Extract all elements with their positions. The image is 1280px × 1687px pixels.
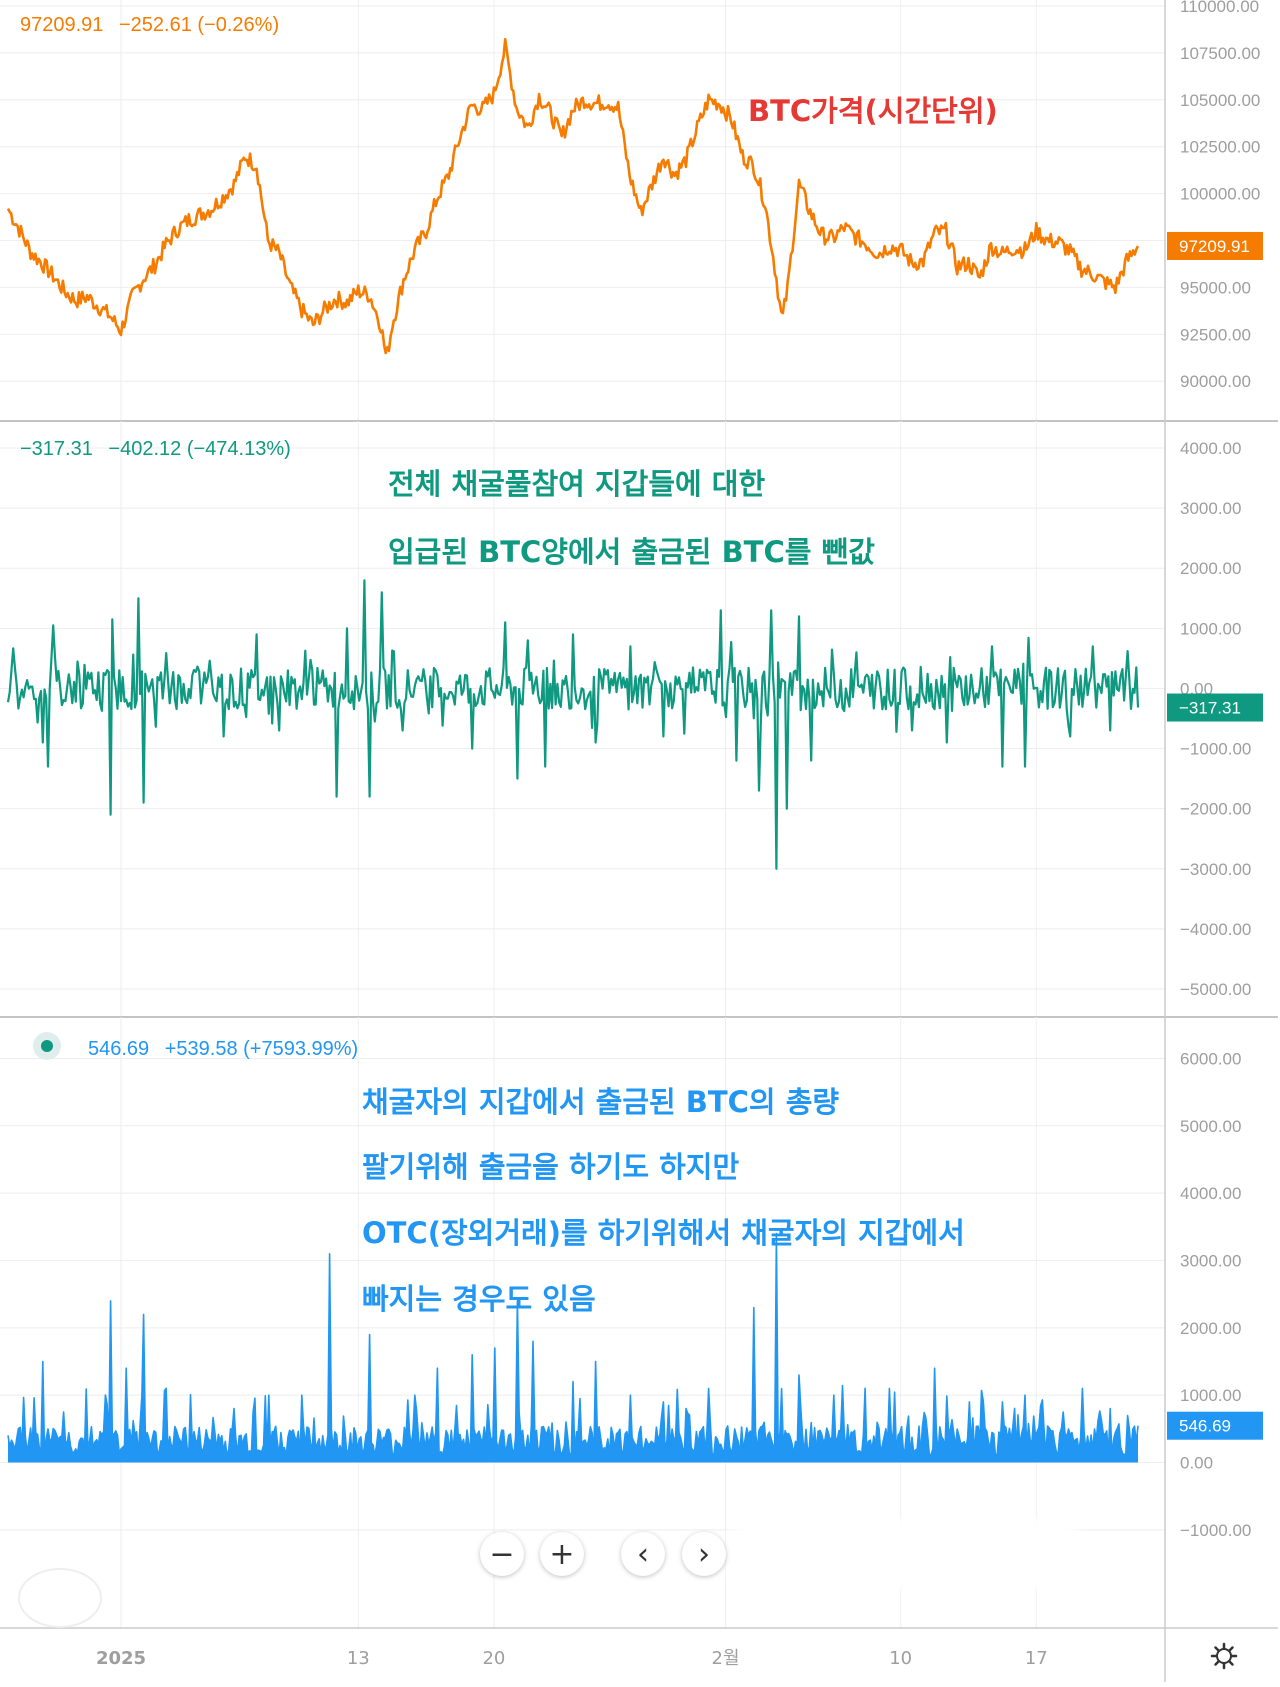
time-tick-1: 13	[347, 1648, 370, 1669]
price-y-tick-0: 110000.00	[1180, 0, 1259, 16]
zoom-out-button[interactable]: −	[480, 1532, 524, 1576]
outflow-series-area	[8, 1233, 1138, 1463]
price-y-tick-3: 102500.00	[1180, 138, 1260, 157]
settings-gear-icon[interactable]	[1210, 1642, 1238, 1670]
minus-icon: −	[489, 1536, 515, 1572]
price-panel: 110000.00 107500.00 105000.00 102500.00 1000…	[0, 0, 1278, 422]
price-y-tick-6: 95000.00	[1180, 278, 1251, 297]
watermark-logo	[18, 1568, 102, 1628]
netflow-y-tick-5: −1000.00	[1180, 740, 1251, 759]
netflow-annotation-line1: 전체 채굴풀참여 지갑들에 대한	[388, 467, 766, 501]
plus-icon: +	[549, 1536, 575, 1572]
netflow-y-tick-3: 1000.00	[1180, 619, 1241, 638]
outflow-series-line	[7, 1232, 1139, 1457]
outflow-annotation-line1: 채굴자의 지갑에서 출금된 BTC의 총량	[362, 1085, 840, 1119]
outflow-last-value-tag	[1167, 1411, 1263, 1440]
time-tick-3: 2월	[712, 1648, 740, 1669]
netflow-last-value-label: −317.31	[1179, 699, 1241, 718]
outflow-last-value-label: 546.69	[1179, 1417, 1231, 1436]
outflow-y-tick-5: 1000.00	[1180, 1386, 1241, 1405]
outflow-legend-change: +539.58 (+7593.99%)	[164, 1038, 359, 1060]
price-legend: 97209.91 −252.61 (−0.26%)	[20, 14, 289, 37]
netflow-last-value-tag	[1167, 693, 1263, 722]
netflow-legend: −317.31 −402.12 (−474.13%)	[20, 438, 301, 461]
price-legend-value: 97209.91	[20, 14, 104, 36]
price-y-tick-7: 92500.00	[1180, 325, 1251, 344]
outflow-y-tick-0: 6000.00	[1180, 1049, 1241, 1068]
time-tick-2: 20	[482, 1648, 505, 1669]
outflow-annotation-line2: 팔기위해 출금을 하기도 하지만	[362, 1150, 740, 1184]
netflow-legend-value: −317.31	[20, 438, 93, 460]
scroll-right-button[interactable]: ›	[682, 1532, 726, 1576]
blurred-region	[725, 1520, 1085, 1590]
price-y-tick-4: 100000.00	[1180, 185, 1260, 204]
outflow-y-tick-3: 3000.00	[1180, 1251, 1241, 1270]
outflow-y-tick-4: 2000.00	[1180, 1319, 1241, 1338]
netflow-annotation-line2: 입급된 BTC양에서 출금된 BTC를 뺀값	[388, 535, 875, 569]
price-last-value-label: 97209.91	[1179, 237, 1250, 256]
time-tick-5: 17	[1025, 1648, 1048, 1669]
outflow-annotation-line3: OTC(장외거래)를 하기위해서 채굴자의 지갑에서	[362, 1216, 965, 1250]
netflow-y-tick-6: −2000.00	[1180, 800, 1251, 819]
outflow-y-tick-7: −1000.00	[1180, 1521, 1251, 1540]
netflow-series-line	[6, 579, 1140, 870]
price-legend-change: −252.61 (−0.26%)	[118, 14, 280, 36]
zoom-in-button[interactable]: +	[540, 1532, 584, 1576]
netflow-y-tick-0: 4000.00	[1180, 439, 1241, 458]
price-y-tick-8: 90000.00	[1180, 372, 1251, 391]
netflow-y-tick-1: 3000.00	[1180, 499, 1241, 518]
series-visibility-toggle[interactable]	[33, 1032, 61, 1060]
chevron-right-icon: ›	[698, 1536, 710, 1572]
price-annotation: BTC가격(시간단위)	[748, 94, 998, 128]
netflow-panel: 4000.003000.002000.001000.000.00−1000.00…	[0, 421, 1278, 1018]
netflow-y-tick-8: −4000.00	[1180, 920, 1251, 939]
outflow-annotation-line4: 빠지는 경우도 있음	[362, 1282, 596, 1316]
time-tick-4: 10	[889, 1648, 912, 1669]
price-series-line	[6, 37, 1140, 355]
time-tick-0: 2025	[96, 1648, 146, 1669]
netflow-legend-change: −402.12 (−474.13%)	[108, 438, 291, 460]
netflow-y-tick-2: 2000.00	[1180, 559, 1241, 578]
scroll-left-button[interactable]: ‹	[621, 1532, 665, 1576]
series-dot-icon	[41, 1040, 53, 1052]
netflow-y-tick-9: −5000.00	[1180, 980, 1251, 999]
outflow-y-tick-6: 0.00	[1180, 1454, 1213, 1473]
price-y-tick-2: 105000.00	[1180, 91, 1260, 110]
outflow-legend-value: 546.69	[88, 1038, 150, 1060]
outflow-y-tick-2: 4000.00	[1180, 1184, 1241, 1203]
netflow-y-tick-7: −3000.00	[1180, 860, 1251, 879]
chevron-left-icon: ‹	[637, 1536, 649, 1572]
outflow-y-tick-1: 5000.00	[1180, 1117, 1241, 1136]
outflow-legend: 546.69 +539.58 (+7593.99%)	[88, 1038, 368, 1061]
price-y-tick-1: 107500.00	[1180, 44, 1260, 63]
price-last-value-tag	[1167, 231, 1263, 260]
